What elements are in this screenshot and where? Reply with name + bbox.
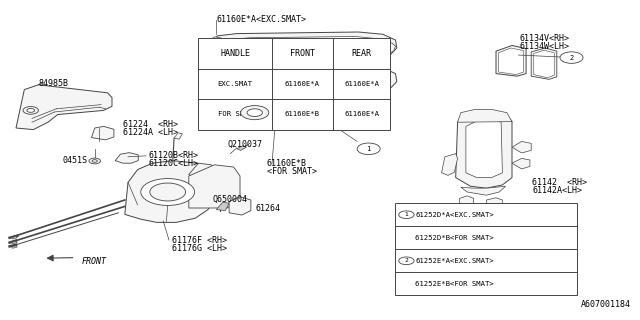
Polygon shape xyxy=(12,246,17,248)
Text: 61160E*A<EXC.SMAT>: 61160E*A<EXC.SMAT> xyxy=(216,15,307,24)
Text: 61224A <LH>: 61224A <LH> xyxy=(123,128,178,137)
Circle shape xyxy=(23,107,38,114)
Polygon shape xyxy=(229,197,251,215)
Circle shape xyxy=(247,109,262,116)
Text: Q210037: Q210037 xyxy=(228,140,263,149)
Polygon shape xyxy=(125,161,216,222)
Text: 61120B<RH>: 61120B<RH> xyxy=(148,151,198,160)
Polygon shape xyxy=(204,72,223,93)
Text: 2: 2 xyxy=(570,55,573,60)
Text: 0451S: 0451S xyxy=(63,156,88,165)
Circle shape xyxy=(27,108,35,112)
Polygon shape xyxy=(16,85,112,130)
Polygon shape xyxy=(206,32,397,61)
Polygon shape xyxy=(461,186,506,195)
Polygon shape xyxy=(512,158,530,169)
Text: 61134W<LH>: 61134W<LH> xyxy=(520,42,570,51)
Circle shape xyxy=(92,160,97,162)
Text: 61134V<RH>: 61134V<RH> xyxy=(520,34,570,43)
Text: 61252D*A<EXC.SMAT>: 61252D*A<EXC.SMAT> xyxy=(415,212,494,218)
Polygon shape xyxy=(221,72,384,93)
Polygon shape xyxy=(458,109,512,122)
Polygon shape xyxy=(12,236,17,239)
Text: 61224  <RH>: 61224 <RH> xyxy=(123,120,178,129)
Text: EXC.SMAT: EXC.SMAT xyxy=(218,81,253,87)
Polygon shape xyxy=(237,146,246,150)
Polygon shape xyxy=(499,48,524,75)
Polygon shape xyxy=(189,165,240,208)
Circle shape xyxy=(89,158,100,164)
Circle shape xyxy=(560,52,583,63)
Polygon shape xyxy=(275,105,296,120)
Text: 61176F <RH>: 61176F <RH> xyxy=(172,236,227,245)
Text: 61160E*B: 61160E*B xyxy=(267,159,307,168)
Polygon shape xyxy=(206,66,397,95)
Polygon shape xyxy=(227,97,314,126)
Text: A607001184: A607001184 xyxy=(580,300,630,309)
Circle shape xyxy=(141,179,195,205)
Circle shape xyxy=(150,183,186,201)
Text: 61142A<LH>: 61142A<LH> xyxy=(532,186,582,195)
Polygon shape xyxy=(442,154,458,175)
Circle shape xyxy=(399,211,414,219)
Text: 61160E*A: 61160E*A xyxy=(344,111,379,117)
Text: 61160E*A: 61160E*A xyxy=(285,81,320,87)
Polygon shape xyxy=(174,133,182,139)
Polygon shape xyxy=(221,36,384,58)
Polygon shape xyxy=(115,153,138,163)
Text: REAR: REAR xyxy=(351,49,372,58)
Text: 61252E*B<FOR SMAT>: 61252E*B<FOR SMAT> xyxy=(415,281,494,287)
Polygon shape xyxy=(531,48,557,79)
Polygon shape xyxy=(460,196,474,211)
Polygon shape xyxy=(381,43,396,54)
Polygon shape xyxy=(486,198,502,213)
Circle shape xyxy=(357,143,380,155)
Polygon shape xyxy=(496,45,526,76)
Text: FOR SMAT: FOR SMAT xyxy=(218,111,253,117)
Polygon shape xyxy=(466,119,502,178)
Circle shape xyxy=(241,106,269,120)
Polygon shape xyxy=(534,50,554,78)
Text: 1: 1 xyxy=(367,146,371,152)
Polygon shape xyxy=(216,202,229,211)
Text: 61252D*B<FOR SMAT>: 61252D*B<FOR SMAT> xyxy=(415,235,494,241)
Polygon shape xyxy=(92,126,114,140)
Text: 61120C<LH>: 61120C<LH> xyxy=(148,159,198,168)
Text: 61264: 61264 xyxy=(256,204,281,213)
Text: 1: 1 xyxy=(404,212,408,217)
Polygon shape xyxy=(12,241,17,244)
Text: 61252E*A<EXC.SMAT>: 61252E*A<EXC.SMAT> xyxy=(415,258,494,264)
Text: Q650004: Q650004 xyxy=(212,195,248,204)
Circle shape xyxy=(399,257,414,265)
Bar xyxy=(395,203,577,295)
Text: <FOR SMAT>: <FOR SMAT> xyxy=(267,167,317,176)
Polygon shape xyxy=(189,163,218,182)
Polygon shape xyxy=(204,37,223,58)
Bar xyxy=(198,38,390,130)
Text: HANDLE: HANDLE xyxy=(220,49,250,58)
Text: 2: 2 xyxy=(404,258,408,263)
Text: 84985B: 84985B xyxy=(38,79,68,88)
Text: 61176G <LH>: 61176G <LH> xyxy=(172,244,227,253)
Text: FRONT: FRONT xyxy=(290,49,315,58)
Text: 61160E*B: 61160E*B xyxy=(285,111,320,117)
Polygon shape xyxy=(512,141,531,153)
Text: 61160E*A: 61160E*A xyxy=(344,81,379,87)
Polygon shape xyxy=(456,110,512,188)
Text: 61142  <RH>: 61142 <RH> xyxy=(532,178,588,187)
Text: FRONT: FRONT xyxy=(82,257,107,266)
